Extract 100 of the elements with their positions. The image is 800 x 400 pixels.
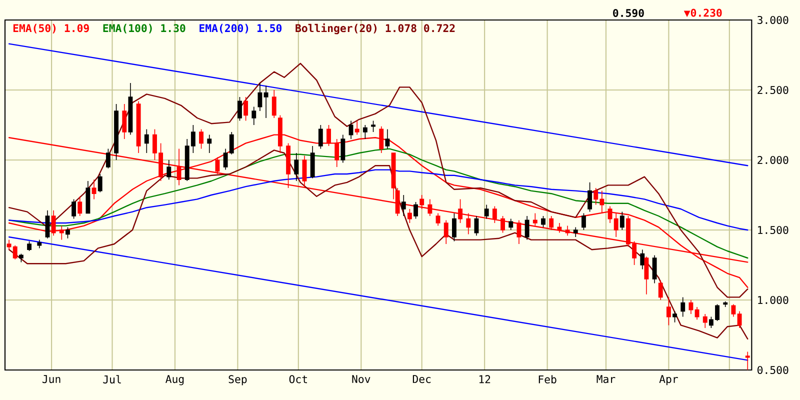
candlestick: [688, 300, 694, 314]
x-tick-label: Apr: [659, 375, 678, 386]
candlestick: [18, 253, 24, 263]
candlestick: [114, 104, 119, 160]
candlestick: [106, 148, 110, 169]
candlestick: [557, 222, 562, 234]
candlestick: [702, 314, 708, 328]
line-series: [8, 169, 748, 231]
y-tick-label: 3.000: [758, 16, 788, 24]
text: 0.590: [613, 8, 644, 18]
candlestick: [264, 85, 268, 118]
candlestick: [737, 310, 742, 328]
candlestick: [37, 239, 42, 249]
candlestick: [371, 120, 376, 132]
line-series: [8, 62, 748, 298]
candlestick: [66, 226, 70, 239]
candlestick: [407, 208, 412, 224]
candlestick: [672, 310, 677, 323]
text: Bollinger(20) 1.078 0.722: [296, 23, 455, 34]
candlestick: [98, 174, 102, 193]
x-tick-label: 12: [479, 375, 490, 384]
candlestick: [484, 204, 489, 220]
candlestick: [27, 240, 32, 252]
candlestick: [541, 216, 546, 228]
candlestick: [420, 194, 424, 210]
text: ▼0.230: [684, 8, 722, 18]
candlestick: [51, 210, 56, 236]
candlestick: [444, 220, 448, 244]
candlestick: [652, 254, 657, 284]
candlestick: [614, 212, 618, 238]
candlestick: [492, 206, 497, 224]
candlestick: [500, 216, 506, 234]
candlestick: [723, 301, 728, 308]
candlestick: [286, 142, 291, 188]
candlestick: [516, 220, 522, 244]
candlestick: [524, 216, 530, 240]
x-tick-label: Jun: [42, 375, 60, 384]
candlestick: [573, 226, 578, 238]
candlestick: [745, 351, 750, 370]
candlestick: [348, 120, 354, 140]
candlestick: [588, 182, 592, 212]
candlestick: [238, 96, 242, 122]
candlestick: [466, 212, 471, 235]
candlestick: [458, 198, 463, 224]
candlestick: [59, 225, 64, 240]
candlestick: [128, 82, 133, 136]
text: EMA(100) 1.30: [103, 24, 186, 34]
candlestick: [340, 134, 346, 164]
candlestick: [78, 196, 82, 216]
x-tick-label: Mar: [596, 375, 616, 384]
y-tick-label: 1.000: [758, 296, 788, 304]
candlestick: [215, 156, 220, 174]
y-tick-label: 2.000: [758, 156, 788, 164]
candlestick: [207, 134, 212, 154]
candlestick: [92, 179, 96, 200]
candlestick: [310, 146, 315, 179]
candlestick: [258, 82, 262, 112]
candlestick: [620, 211, 624, 230]
candlestick: [694, 306, 700, 320]
candlestick: [252, 106, 256, 126]
candlestick: [731, 304, 736, 318]
candlestick: [244, 96, 248, 122]
candlestick: [354, 120, 360, 136]
x-tick-label: Nov: [352, 375, 370, 384]
x-tick-label: Sep: [228, 375, 247, 386]
candlestick: [144, 128, 149, 154]
text: EMA(200) 1.50: [200, 24, 282, 34]
candlestick: [414, 202, 418, 220]
candlestick: [86, 180, 90, 214]
x-tick-label: Jul: [103, 375, 121, 384]
x-tick-label: Feb: [538, 375, 556, 384]
candlestick: [302, 155, 307, 188]
candlestick: [272, 90, 276, 118]
candlestick: [166, 160, 172, 180]
candlestick: [608, 206, 612, 224]
candlestick: [136, 100, 141, 154]
candlestick: [176, 148, 182, 186]
candlestick: [640, 249, 645, 270]
candlestick: [428, 198, 432, 216]
candlestick: [122, 104, 127, 140]
candlestick: [401, 194, 406, 216]
candlestick: [318, 124, 323, 150]
candlestick: [565, 225, 570, 236]
candlestick: [385, 128, 390, 150]
candlestick: [72, 198, 76, 220]
candlestick: [199, 128, 204, 150]
candlestick: [658, 280, 663, 300]
candlestick: [508, 218, 514, 230]
text: EMA(50) 1.09: [13, 24, 89, 34]
candlestick: [680, 296, 686, 318]
x-tick-label: Oct: [289, 375, 307, 384]
y-tick-label: 2.500: [758, 86, 788, 94]
candlestick: [532, 212, 538, 226]
candlestick: [644, 256, 649, 295]
y-tick-label: 0.500: [758, 366, 788, 374]
candlestick: [294, 152, 299, 182]
y-tick-label: 1.500: [758, 226, 788, 234]
candlestick: [436, 212, 440, 226]
candlestick: [334, 138, 340, 168]
x-tick-label: Dec: [412, 375, 431, 384]
